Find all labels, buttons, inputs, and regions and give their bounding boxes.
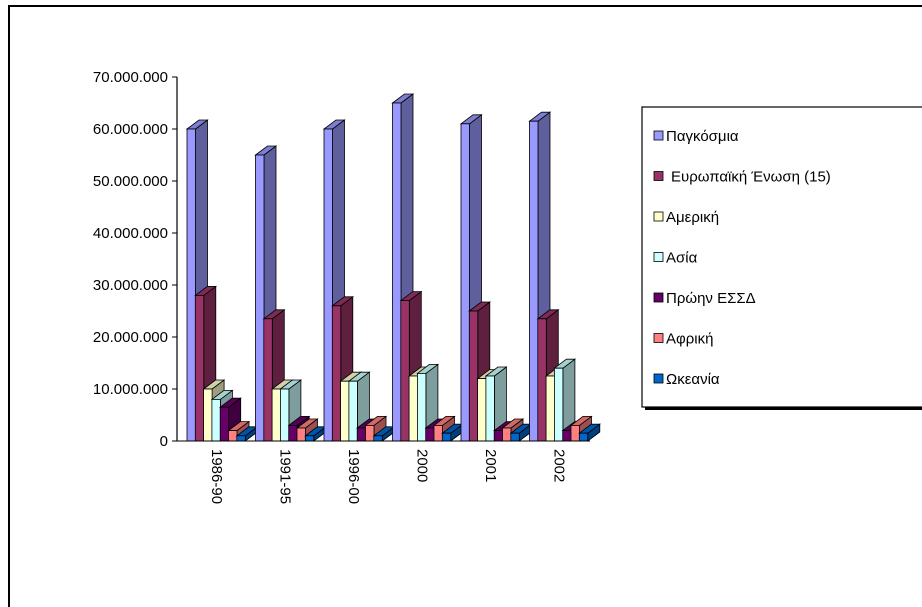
legend-swatch <box>653 211 664 222</box>
bar-front <box>296 427 306 442</box>
legend-item: Αμερική <box>653 209 719 226</box>
legend: Παγκόσμια Ευρωπαϊκή Ένωση (15) Αμερική Ασία… <box>641 106 922 410</box>
bar <box>347 371 371 442</box>
bar-front <box>425 427 435 442</box>
bar-front <box>502 427 512 442</box>
legend-label: Παγκόσμια <box>666 128 739 145</box>
bars <box>185 93 601 442</box>
bar-front <box>493 430 504 442</box>
legend-swatch <box>653 252 664 262</box>
bar-front <box>228 430 238 442</box>
bar-group <box>254 145 327 442</box>
bar-front <box>288 424 298 442</box>
bar-front <box>545 375 555 442</box>
legend-label: Ευρωπαϊκή Ένωση (15) <box>671 169 831 186</box>
bar-front <box>348 380 358 442</box>
legend-item: Ωκεανία <box>653 371 720 388</box>
y-tick-label: 30.000.000 <box>93 277 168 294</box>
bar-front <box>271 388 282 442</box>
y-tick-label: 0 <box>160 433 168 450</box>
x-tick-label: 1996-00 <box>345 449 362 504</box>
y-tick-label: 20.000.000 <box>93 329 168 346</box>
bar-front <box>331 305 342 442</box>
bar-front <box>570 424 580 442</box>
y-tick-label: 60.000.000 <box>93 121 168 138</box>
legend-item: Πρώην ΕΣΣΔ <box>653 290 756 307</box>
bar-front <box>408 375 419 442</box>
bar <box>578 423 601 442</box>
x-tick-label: 2002 <box>551 449 568 482</box>
bar-front <box>392 102 402 442</box>
bar-front <box>433 424 443 442</box>
legend-swatch <box>653 333 664 343</box>
legend-label: Ωκεανία <box>666 371 720 388</box>
legend-item: Ασία <box>653 250 698 267</box>
bar-front <box>236 435 246 442</box>
bar-front <box>373 435 383 442</box>
bar-group <box>528 111 601 442</box>
bar-front <box>203 388 213 442</box>
legend-swatch <box>653 171 664 181</box>
bar-front <box>468 310 479 442</box>
bar-front <box>554 367 564 442</box>
bar-front <box>340 380 350 442</box>
bar-front <box>537 318 547 442</box>
bar-front <box>255 154 265 442</box>
bar-front <box>365 424 375 442</box>
bar-front <box>529 120 539 442</box>
legend-item: Παγκόσμια <box>653 128 739 145</box>
legend-swatch <box>653 130 664 141</box>
x-tick-label: 2000 <box>414 449 431 482</box>
legend-box <box>641 106 922 408</box>
bar-group <box>391 93 464 442</box>
bar-front <box>485 375 495 442</box>
x-tick-label: 1991-95 <box>277 449 294 504</box>
legend-label: Ασία <box>666 250 698 267</box>
y-tick-label: 50.000.000 <box>93 173 168 190</box>
bar-front <box>304 435 315 442</box>
bar-front <box>477 378 487 442</box>
bar-front <box>211 398 221 442</box>
legend-label: Αφρική <box>666 331 713 348</box>
bar-front <box>219 406 230 442</box>
legend-swatch <box>653 373 664 384</box>
y-tick-label: 70.000.000 <box>93 69 168 86</box>
legend-item: Αφρική <box>653 331 713 348</box>
bar-front <box>323 128 333 442</box>
bar-front <box>441 432 452 442</box>
legend-swatch <box>653 292 664 303</box>
bar-front <box>578 432 589 442</box>
bar-group <box>185 119 259 442</box>
bar-front <box>356 427 367 442</box>
bar-group <box>459 114 533 442</box>
bar-front <box>186 128 196 442</box>
bar-front <box>562 430 572 442</box>
bar-front <box>194 294 205 442</box>
legend-label: Αμερική <box>666 209 719 226</box>
bar-front <box>279 388 290 442</box>
chart-frame <box>8 5 922 607</box>
x-axis: 1986-90 1991-95 1996-00 2000 2001 2002 <box>177 440 590 504</box>
y-tick-label: 10.000.000 <box>93 381 168 398</box>
x-tick-label: 1986-90 <box>208 449 225 504</box>
bar <box>553 358 577 442</box>
bar-front <box>400 300 410 442</box>
y-tick-label: 40.000.000 <box>93 225 168 242</box>
legend-label: Πρώην ΕΣΣΔ <box>666 290 756 307</box>
x-tick-label: 2001 <box>482 449 499 482</box>
bar-front <box>416 372 427 442</box>
bar-front <box>510 432 520 442</box>
bar <box>372 425 396 442</box>
bar-front <box>263 318 273 442</box>
bar-front <box>460 123 470 442</box>
bar-group <box>322 119 396 442</box>
legend-item: Ευρωπαϊκή Ένωση (15) <box>653 169 831 186</box>
y-axis: 0 10.000.000 20.000.000 30.000.000 40.000.00… <box>93 69 178 450</box>
